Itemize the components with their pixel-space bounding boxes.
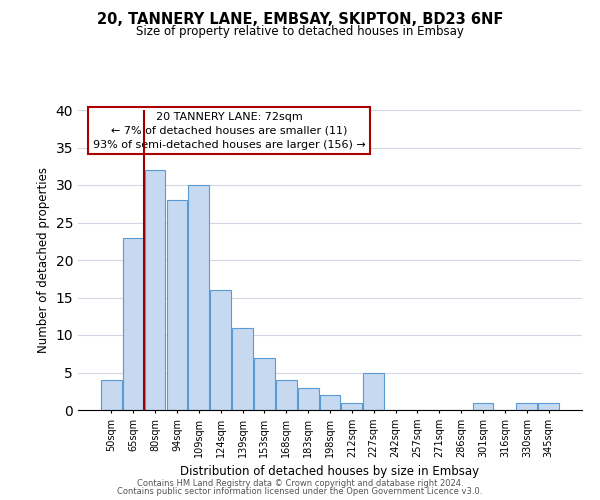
Bar bbox=[101, 380, 122, 410]
Bar bbox=[210, 290, 231, 410]
Bar bbox=[538, 402, 559, 410]
Bar bbox=[188, 185, 209, 410]
Bar bbox=[320, 395, 340, 410]
X-axis label: Distribution of detached houses by size in Embsay: Distribution of detached houses by size … bbox=[181, 466, 479, 478]
Y-axis label: Number of detached properties: Number of detached properties bbox=[37, 167, 50, 353]
Bar bbox=[145, 170, 166, 410]
Bar bbox=[123, 238, 143, 410]
Text: Contains HM Land Registry data © Crown copyright and database right 2024.: Contains HM Land Registry data © Crown c… bbox=[137, 478, 463, 488]
Bar bbox=[167, 200, 187, 410]
Text: 20, TANNERY LANE, EMBSAY, SKIPTON, BD23 6NF: 20, TANNERY LANE, EMBSAY, SKIPTON, BD23 … bbox=[97, 12, 503, 28]
Bar bbox=[473, 402, 493, 410]
Bar bbox=[517, 402, 537, 410]
Text: 20 TANNERY LANE: 72sqm
← 7% of detached houses are smaller (11)
93% of semi-deta: 20 TANNERY LANE: 72sqm ← 7% of detached … bbox=[93, 112, 365, 150]
Bar bbox=[276, 380, 296, 410]
Bar bbox=[298, 388, 319, 410]
Text: Size of property relative to detached houses in Embsay: Size of property relative to detached ho… bbox=[136, 25, 464, 38]
Text: Contains public sector information licensed under the Open Government Licence v3: Contains public sector information licen… bbox=[118, 487, 482, 496]
Bar bbox=[341, 402, 362, 410]
Bar bbox=[232, 328, 253, 410]
Bar bbox=[364, 372, 384, 410]
Bar bbox=[254, 358, 275, 410]
